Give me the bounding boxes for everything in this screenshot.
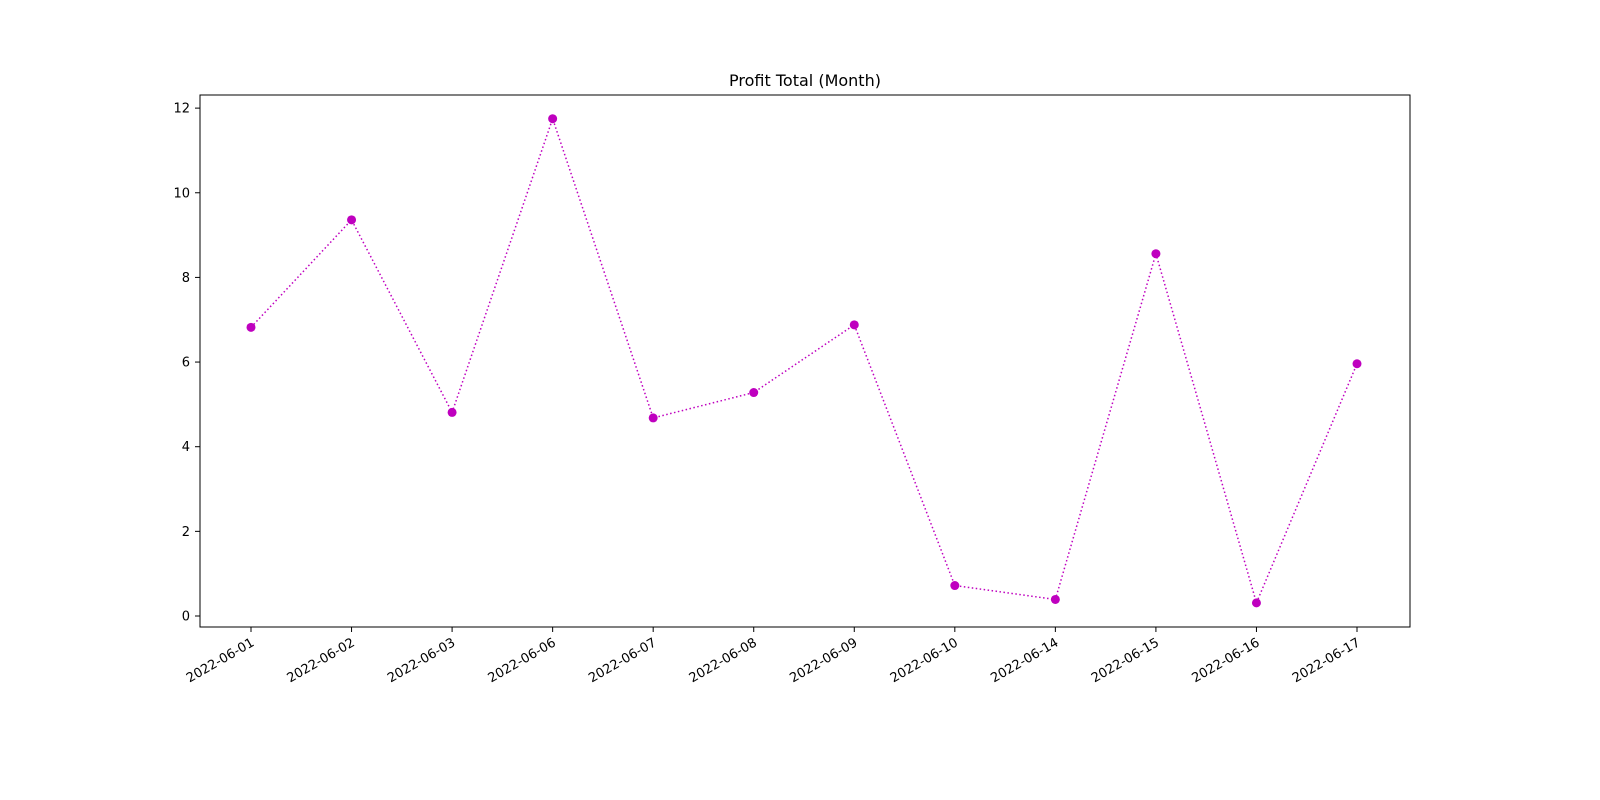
y-tick-label: 2 bbox=[182, 525, 190, 540]
x-tick-label: 2022-06-07 bbox=[586, 635, 659, 686]
data-point bbox=[1151, 249, 1161, 259]
plot-area: 0 2 4 6 8 10 12 2022-06-01 2022-06-02 2022-06-03 2… bbox=[173, 94, 1411, 686]
x-tick-label: 2022-06-14 bbox=[988, 635, 1061, 686]
data-point bbox=[246, 322, 256, 332]
data-point bbox=[849, 320, 859, 330]
x-tick-label: 2022-06-02 bbox=[285, 635, 358, 686]
plot-frame bbox=[199, 94, 1411, 628]
data-point bbox=[347, 215, 357, 225]
x-tick-label: 2022-06-01 bbox=[184, 635, 257, 686]
x-tick-label: 2022-06-16 bbox=[1190, 635, 1263, 686]
x-tick-label: 2022-06-09 bbox=[787, 635, 860, 686]
y-tick-label: 6 bbox=[182, 356, 190, 371]
x-tick-label: 2022-06-15 bbox=[1089, 635, 1162, 686]
y-tick-label: 12 bbox=[173, 102, 190, 117]
series-line bbox=[250, 116, 1358, 606]
y-tick-label: 0 bbox=[182, 609, 190, 624]
x-tick-label: 2022-06-10 bbox=[888, 635, 961, 686]
data-point bbox=[749, 388, 759, 398]
y-tick-label: 8 bbox=[182, 271, 190, 286]
x-tick-label: 2022-06-03 bbox=[385, 635, 458, 686]
data-point bbox=[1050, 594, 1060, 604]
x-tick-label: 2022-06-06 bbox=[486, 635, 559, 686]
data-point bbox=[648, 413, 658, 423]
data-point bbox=[1352, 359, 1362, 369]
data-point bbox=[1251, 598, 1261, 608]
x-tick-label: 2022-06-17 bbox=[1290, 635, 1363, 686]
chart-title: Profit Total (Month) bbox=[729, 71, 881, 90]
data-point bbox=[548, 114, 558, 124]
y-tick-label: 10 bbox=[173, 186, 190, 201]
x-tick-label: 2022-06-08 bbox=[687, 635, 760, 686]
y-tick-label: 4 bbox=[182, 440, 190, 455]
data-point bbox=[950, 581, 960, 591]
data-point bbox=[447, 407, 457, 417]
